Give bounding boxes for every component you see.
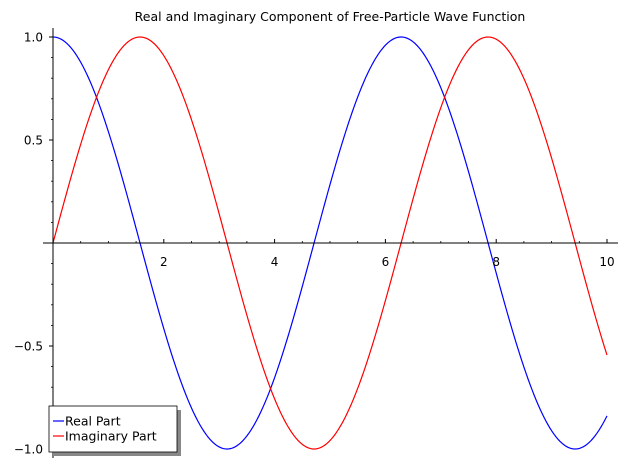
x-tick-label: 6: [382, 255, 390, 269]
y-tick-label: −0.5: [14, 340, 43, 354]
series-line-real-part: [52, 36, 608, 450]
y-tick-label: 1.0: [24, 31, 43, 45]
chart-title: Real and Imaginary Component of Free-Par…: [135, 9, 526, 24]
legend: Real Part Imaginary Part: [48, 405, 181, 456]
legend-label-real: Real Part: [65, 414, 121, 429]
x-tick-label: 2: [160, 255, 168, 269]
series-line-imaginary-part: [52, 36, 608, 450]
x-tick-label: 10: [599, 255, 614, 269]
y-tick-label: −1.0: [14, 443, 43, 457]
legend-box: [48, 405, 178, 453]
axes: 2 4 6 8 10 1.0 0.5 −0.5 −1.0: [14, 28, 618, 458]
legend-label-imaginary: Imaginary Part: [65, 429, 157, 444]
x-tick-label: 4: [271, 255, 279, 269]
y-tick-label: 0.5: [24, 134, 43, 148]
series-layer: [52, 36, 608, 450]
x-tick-label: 8: [492, 255, 500, 269]
